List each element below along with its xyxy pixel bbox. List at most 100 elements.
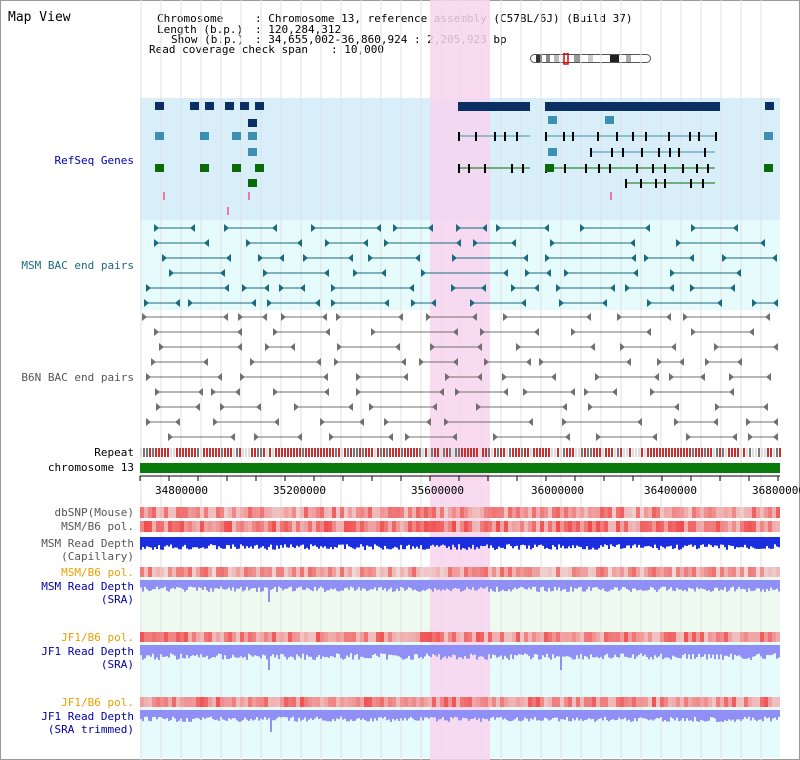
heat-cell (456, 507, 460, 518)
bac-end (398, 313, 403, 321)
heat-cell (592, 632, 596, 642)
depth-bar (598, 537, 600, 549)
depth-bar (280, 580, 282, 588)
heat-cell (248, 697, 252, 707)
depth-bar (498, 645, 500, 657)
jf1-b6-pol-label[interactable]: JF1/B6 pol. (61, 631, 134, 644)
jf1-b6-pol-trim-label[interactable]: JF1/B6 pol. (61, 696, 134, 709)
depth-bar (548, 580, 550, 589)
heat-cell (696, 567, 700, 577)
repeat-element (632, 448, 634, 457)
heat-cell (244, 507, 248, 518)
heat-cell (300, 521, 304, 532)
depth-bar (422, 645, 424, 659)
heat-cell (428, 521, 432, 532)
jf1-depth-sra-label-1[interactable]: JF1 Read Depth (41, 645, 134, 658)
heat-cell (144, 697, 148, 707)
depth-bar (644, 580, 646, 591)
depth-bar (552, 645, 554, 655)
msm-b6-pol-label[interactable]: MSM/B6 pol. (61, 520, 134, 533)
heat-cell (676, 507, 680, 518)
depth-bar (368, 537, 370, 547)
dbsnp-track-label[interactable]: dbSNP(Mouse) (54, 506, 134, 519)
heat-cell (600, 697, 604, 707)
bac-end (511, 284, 516, 292)
heat-cell (436, 697, 440, 707)
bac-end (213, 418, 218, 426)
msm-depth-sra-label-1[interactable]: MSM Read Depth (41, 580, 134, 593)
heat-cell (540, 632, 544, 642)
depth-bar (282, 645, 284, 655)
heat-cell (256, 697, 260, 707)
heat-cell (528, 567, 532, 577)
repeat-element (719, 448, 721, 457)
heat-cell (504, 632, 508, 642)
bac-end (765, 313, 770, 321)
depth-bar (620, 537, 622, 549)
refseq-track-label[interactable]: RefSeq Genes (54, 154, 134, 167)
depth-bar (512, 710, 514, 721)
heat-cell (472, 632, 476, 642)
heat-cell (508, 567, 512, 577)
bac-end (154, 224, 159, 232)
b6n-bac-pairs (142, 313, 778, 441)
heat-cell (740, 697, 744, 707)
gene-exon (610, 192, 612, 200)
depth-bar (432, 537, 434, 545)
depth-bar (314, 710, 316, 719)
depth-bar (240, 537, 242, 545)
heat-cell (192, 632, 196, 642)
bac-end (763, 403, 768, 411)
depth-bar (638, 645, 640, 655)
depth-bar (508, 710, 510, 722)
depth-bar (178, 645, 180, 659)
depth-bar (740, 580, 742, 590)
heat-cell (336, 507, 340, 518)
depth-bar (740, 710, 742, 721)
bac-end (631, 254, 636, 262)
heat-cell (328, 697, 332, 707)
gene-block (545, 102, 720, 111)
heat-cell (452, 507, 456, 518)
msm-depth-capillary-label-1[interactable]: MSM Read Depth (41, 537, 134, 550)
depth-bar (666, 710, 668, 722)
repeat-element (314, 448, 316, 457)
depth-bar (460, 537, 462, 550)
depth-bar (668, 710, 670, 722)
jf1-depth-trim-label-1[interactable]: JF1 Read Depth (41, 710, 134, 723)
depth-bar (440, 537, 442, 546)
heat-cell (572, 697, 576, 707)
bac-end (279, 284, 284, 292)
heat-cell (412, 567, 416, 577)
bac-end (256, 403, 261, 411)
bac-end (224, 224, 229, 232)
depth-bar (156, 580, 158, 587)
depth-bar (376, 537, 378, 546)
depth-bar (198, 537, 200, 549)
depth-bar (626, 580, 628, 589)
depth-bar (218, 645, 220, 654)
repeat-track-label[interactable]: Repeat (94, 446, 134, 459)
depth-bar (162, 537, 164, 550)
heat-cell (248, 521, 252, 532)
heat-cell (764, 521, 768, 532)
depth-bar (398, 580, 400, 591)
msm-b6-pol-sra-label[interactable]: MSM/B6 pol. (61, 566, 134, 579)
repeat-element (677, 448, 679, 457)
heat-cell (684, 632, 688, 642)
depth-bar (286, 580, 288, 589)
msm-bac-track-label[interactable]: MSM BAC end pairs (21, 259, 134, 272)
b6n-bac-track-label[interactable]: B6N BAC end pairs (21, 371, 134, 384)
depth-bar (656, 580, 658, 592)
bac-end (384, 418, 389, 426)
heat-cell (560, 567, 564, 577)
heat-cell (284, 632, 288, 642)
depth-bar (588, 580, 590, 587)
heat-cell (404, 521, 408, 532)
gene-exon (622, 148, 624, 157)
depth-bar (682, 537, 684, 548)
bac-end (322, 313, 327, 321)
depth-bar (244, 645, 246, 657)
heat-cell (708, 697, 712, 707)
